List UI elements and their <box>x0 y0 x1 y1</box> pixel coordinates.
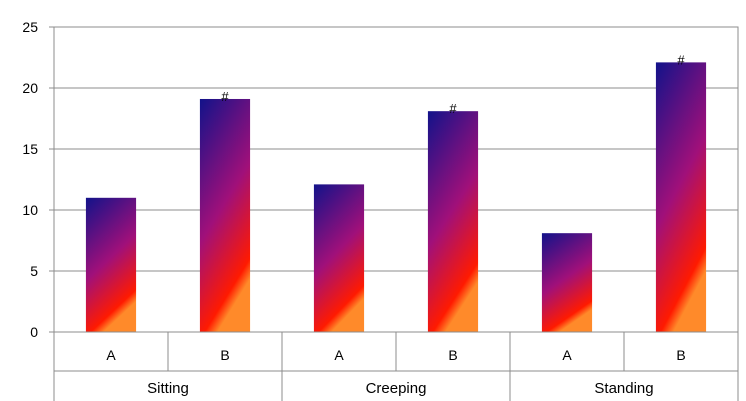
group-label-sitting: Sitting <box>147 380 189 397</box>
significance-marker: # <box>221 89 229 104</box>
bar-a-1 <box>85 197 137 332</box>
group-label-creeping: Creeping <box>366 380 427 397</box>
y-tick-label: 10 <box>22 202 38 218</box>
category-label: A <box>334 347 344 363</box>
bar-b-4 <box>427 111 479 333</box>
significance-marker: # <box>449 101 457 116</box>
y-tick-label: 15 <box>22 141 38 157</box>
group-label-standing: Standing <box>594 380 653 397</box>
y-tick-label: 25 <box>22 19 38 35</box>
y-tick-label: 0 <box>30 324 38 340</box>
x-axis: A B A B A B Sitting Creeping Standing <box>53 331 739 401</box>
category-label: A <box>106 347 116 363</box>
y-tick-label: 5 <box>30 263 38 279</box>
bar-series: # # # <box>85 52 707 333</box>
y-axis-ticks: 0 5 10 15 20 25 <box>22 19 54 340</box>
chart-frame <box>53 26 739 333</box>
category-label: B <box>676 347 685 363</box>
category-label: A <box>562 347 572 363</box>
significance-marker: # <box>677 52 685 67</box>
bar-b-6 <box>655 62 707 332</box>
plot-area-border <box>53 26 739 333</box>
category-label: B <box>448 347 457 363</box>
bar-a-5 <box>541 233 593 332</box>
y-tick-label: 20 <box>22 80 38 96</box>
bar-a-3 <box>313 184 365 332</box>
bar-b-2 <box>199 98 251 332</box>
category-label: B <box>220 347 229 363</box>
gridlines <box>54 26 738 272</box>
